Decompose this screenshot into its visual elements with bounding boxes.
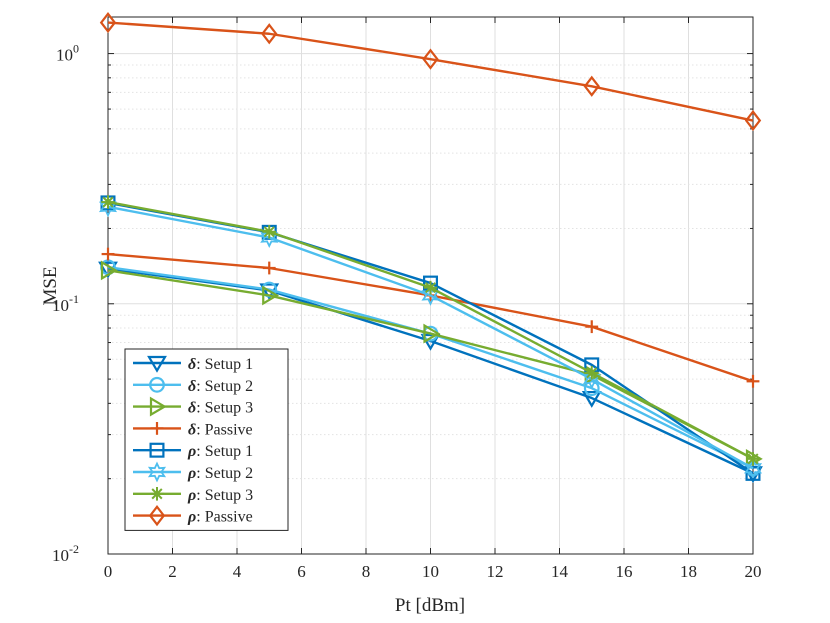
x-tick-label: 16 xyxy=(616,562,633,581)
data-point xyxy=(583,75,600,97)
legend-marker xyxy=(149,396,167,417)
legend-item: δ: Setup 1 xyxy=(133,355,253,373)
data-point xyxy=(585,320,599,334)
x-tick-label: 12 xyxy=(487,562,504,581)
data-point xyxy=(743,457,763,479)
data-point xyxy=(420,333,441,351)
series-7 xyxy=(99,11,762,132)
series-line xyxy=(107,205,754,470)
data-point xyxy=(100,260,118,281)
legend-item: δ: Setup 3 xyxy=(133,396,253,417)
legend-marker xyxy=(148,505,166,527)
x-tick-label: 20 xyxy=(745,562,762,581)
legend-label: ρ: Passive xyxy=(187,509,253,526)
x-tick-label: 10 xyxy=(422,562,439,581)
x-tick-label: 0 xyxy=(104,562,113,581)
data-point xyxy=(744,109,762,132)
x-tick-label: 8 xyxy=(362,562,371,581)
data-point xyxy=(746,452,760,466)
data-point xyxy=(584,365,599,380)
x-tick-label: 6 xyxy=(297,562,306,581)
series-line xyxy=(107,21,754,122)
legend-label: ρ: Setup 1 xyxy=(187,443,253,460)
data-point xyxy=(581,390,602,408)
data-point xyxy=(101,247,115,261)
legend-label: ρ: Setup 3 xyxy=(187,487,253,504)
legend-item: ρ: Passive xyxy=(133,505,253,527)
legend-marker xyxy=(147,355,167,373)
legend-item: δ: Setup 2 xyxy=(133,376,253,395)
data-point xyxy=(583,380,600,397)
legend-label: δ: Passive xyxy=(188,421,253,438)
data-point xyxy=(262,224,277,239)
x-tick-label: 2 xyxy=(168,562,177,581)
data-point xyxy=(262,285,280,306)
legend-marker xyxy=(147,461,167,483)
data-point xyxy=(423,323,441,344)
x-tick-label: 14 xyxy=(551,562,569,581)
legend-marker xyxy=(150,487,164,501)
data-point xyxy=(99,11,117,34)
legend-item: δ: Passive xyxy=(133,421,253,438)
legend-label: ρ: Setup 2 xyxy=(187,465,253,482)
y-axis-label: MSE xyxy=(40,266,61,305)
series-line xyxy=(107,269,754,460)
data-point xyxy=(101,195,115,209)
data-point xyxy=(423,280,438,295)
ticks: 0 2 4 6 8 10 12 14 16 18 20 10-2 10-1 100 xyxy=(52,17,762,581)
legend-label: δ: Setup 2 xyxy=(188,378,253,395)
grid xyxy=(108,17,753,554)
data-point xyxy=(746,374,760,388)
x-axis-label: Pt [dBm] xyxy=(395,595,465,616)
legend-marker xyxy=(149,442,165,458)
legend-label: δ: Setup 1 xyxy=(188,356,253,373)
legend-label: δ: Setup 3 xyxy=(188,400,253,417)
legend-item: ρ: Setup 3 xyxy=(133,487,253,504)
y-tick-label: 10-1 xyxy=(52,292,79,315)
data-point xyxy=(582,368,601,390)
series-6 xyxy=(101,195,760,466)
y-tick-label: 10-2 xyxy=(52,542,79,565)
x-tick-label: 18 xyxy=(680,562,697,581)
x-tick-label: 4 xyxy=(233,562,242,581)
legend-item: ρ: Setup 2 xyxy=(133,461,253,483)
y-tick-label: 100 xyxy=(56,42,79,65)
data-point xyxy=(422,48,439,70)
series-group xyxy=(98,11,763,484)
legend: δ: Setup 1 δ: Setup 2 δ: Setup 3 δ: Passive… xyxy=(124,348,289,531)
data-point xyxy=(262,261,276,275)
legend-marker xyxy=(150,422,164,435)
data-point xyxy=(98,261,118,279)
legend-marker xyxy=(149,376,165,393)
legend-item: ρ: Setup 1 xyxy=(133,442,253,460)
data-point xyxy=(261,23,278,45)
